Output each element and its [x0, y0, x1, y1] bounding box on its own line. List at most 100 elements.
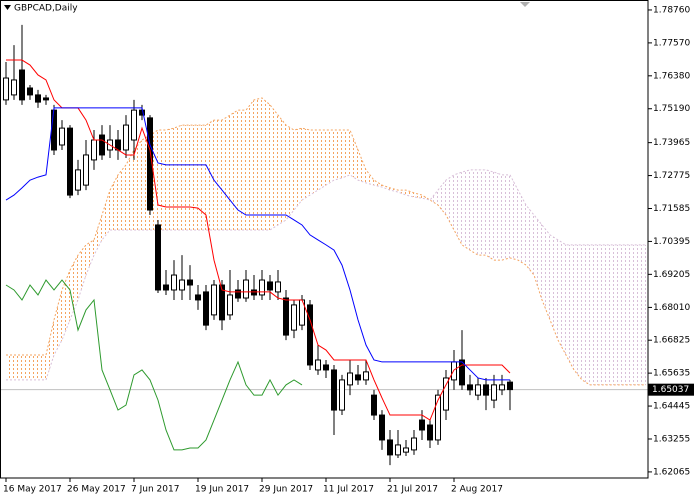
x-tick-label: 2 Aug 2017	[451, 485, 503, 495]
candle-body	[227, 294, 233, 316]
plot-frame	[0, 0, 649, 479]
cloud-segment	[222, 115, 230, 230]
candle-body	[67, 127, 73, 196]
cloud-segment	[310, 130, 318, 196]
candle-body	[155, 224, 161, 291]
cloud-segment	[302, 128, 310, 201]
cloud-segment	[198, 125, 206, 230]
cloud-segment	[550, 234, 558, 341]
plot-area	[0, 24, 648, 466]
cloud-boundary	[6, 97, 646, 386]
y-tick-label: 1.65635	[653, 369, 690, 379]
candle-body	[483, 384, 489, 396]
shift-marker	[520, 2, 530, 7]
cloud-segment	[38, 355, 46, 380]
cloud-segment	[134, 140, 142, 230]
cloud-segment	[390, 187, 398, 193]
last-price-box	[648, 383, 694, 396]
candle-body	[275, 281, 281, 293]
cloud-segment	[518, 190, 526, 266]
cloud-segment	[254, 97, 262, 230]
cloud-segment	[46, 319, 54, 380]
title-icon	[4, 5, 11, 10]
cloud-segment	[118, 164, 126, 230]
chart-title: GBPCAD,Daily	[14, 4, 78, 14]
cloud-segment	[126, 149, 134, 230]
y-tick-label: 1.68010	[653, 303, 690, 313]
cloud-segment	[22, 355, 30, 380]
y-tick-label: 1.72775	[653, 171, 690, 181]
candle-body	[387, 439, 393, 456]
cloud-segment	[102, 190, 110, 240]
y-tick-label: 1.62065	[653, 467, 690, 477]
cloud-segment	[622, 244, 630, 385]
cloud-segment	[366, 169, 374, 186]
candle-body	[235, 289, 241, 299]
y-tick-label: 1.64445	[653, 402, 690, 412]
candle-body	[3, 77, 9, 101]
cloud-segment	[510, 174, 518, 261]
x-tick-label: 11 Jul 2017	[323, 485, 374, 495]
cloud-segment	[590, 244, 598, 385]
candle-body	[459, 359, 465, 386]
y-tick-label: 1.75190	[653, 104, 690, 114]
cloud-segment	[438, 180, 446, 215]
cloud-segment	[166, 128, 174, 230]
candle-body	[187, 279, 193, 286]
candle-body	[491, 384, 497, 401]
cloud-segment	[494, 172, 502, 261]
cloud-segment	[286, 125, 294, 220]
cloud-segment	[294, 128, 302, 211]
candle-body	[99, 134, 105, 156]
last-price-label: 1.65037	[652, 385, 689, 395]
y-tick-label: 1.69205	[653, 270, 690, 280]
cloud-segment	[614, 244, 622, 385]
candle-body	[11, 79, 17, 96]
candle-body	[19, 69, 25, 101]
cloud-boundary	[6, 169, 646, 381]
cloud-segment	[190, 125, 198, 230]
y-tick-label: 1.78760	[653, 5, 690, 15]
candle-body	[419, 419, 425, 431]
cloud-segment	[246, 99, 254, 230]
candle-body	[435, 394, 441, 441]
candle-body	[75, 169, 81, 191]
cloud-segment	[598, 244, 606, 385]
candle-body	[35, 94, 41, 103]
cloud-segment	[486, 169, 494, 261]
candle-body	[507, 381, 513, 391]
candle-body	[347, 372, 353, 386]
y-tick-label: 1.77570	[653, 38, 690, 48]
cloud-segment	[110, 174, 118, 230]
candle-body	[203, 291, 209, 326]
cloud-segment	[214, 120, 222, 230]
candle-body	[171, 274, 177, 291]
cloud-segment	[318, 130, 326, 191]
candle-body	[123, 124, 129, 151]
cloud-segment	[566, 244, 574, 370]
cloud-segment	[262, 97, 270, 230]
candle-body	[323, 364, 329, 371]
cloud-segment	[158, 130, 166, 230]
cloud-segment	[454, 172, 462, 245]
indicator-line	[5, 107, 510, 381]
candle-body	[395, 444, 401, 456]
cloud-segment	[14, 355, 22, 380]
candle-body	[307, 304, 313, 366]
candle-body	[267, 281, 273, 291]
candle-body	[211, 284, 217, 316]
candle-body	[259, 279, 265, 296]
candle-body	[83, 154, 89, 186]
candle-body	[131, 109, 137, 141]
cloud-segment	[358, 149, 366, 183]
x-tick-label: 16 May 2017	[3, 485, 62, 495]
cloud-segment	[30, 355, 38, 380]
cloud-segment	[342, 130, 350, 178]
candle-body	[403, 447, 409, 453]
cloud-segment	[94, 214, 102, 256]
cloud-segment	[542, 224, 550, 320]
cloud-segment	[78, 244, 86, 300]
candle-body	[475, 384, 481, 396]
y-tick-label: 1.71585	[653, 204, 690, 214]
